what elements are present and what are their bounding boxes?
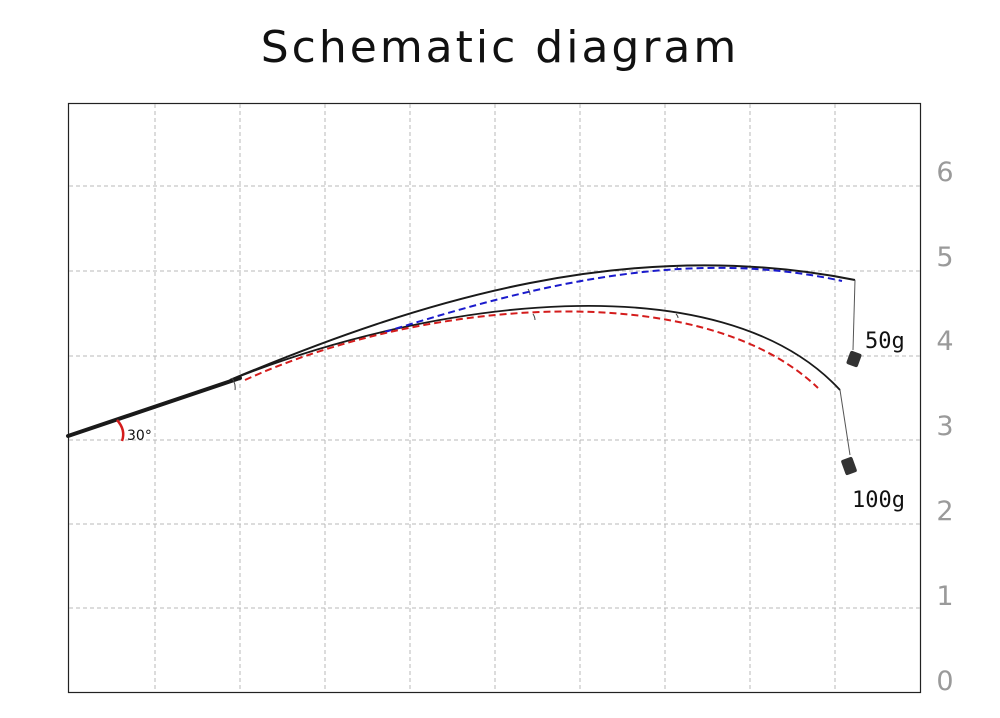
y-tick-labels: 0 1 2 3 4 5 6 (936, 157, 953, 697)
y-tick-label: 1 (936, 581, 953, 612)
rod-curve-100g (229, 305, 841, 391)
reference-curve-50g (384, 266, 843, 333)
y-tick-label: 3 (936, 411, 953, 442)
fishing-line-50g (852, 279, 856, 351)
angle-arc (116, 419, 125, 442)
weight-100g (841, 456, 857, 476)
weight-label-50g: 50g (865, 329, 905, 354)
y-tick-label: 6 (936, 157, 953, 188)
rod-butt (66, 376, 242, 438)
diagram-title: Schematic diagram (260, 22, 740, 73)
y-tick-label: 4 (936, 326, 953, 357)
angle-label: 30° (127, 428, 152, 444)
rod-curve-50g (229, 264, 856, 381)
y-tick-label: 0 (936, 666, 953, 697)
y-tick-label: 5 (936, 242, 953, 273)
y-tick-label: 2 (936, 496, 953, 527)
weight-label-100g: 100g (852, 488, 905, 513)
grid (69, 104, 920, 692)
rod-guides (231, 265, 679, 391)
plot-frame (67, 102, 922, 694)
weight-50g (846, 350, 862, 368)
fishing-line-100g (839, 389, 851, 456)
reference-curve-100g (244, 310, 819, 389)
